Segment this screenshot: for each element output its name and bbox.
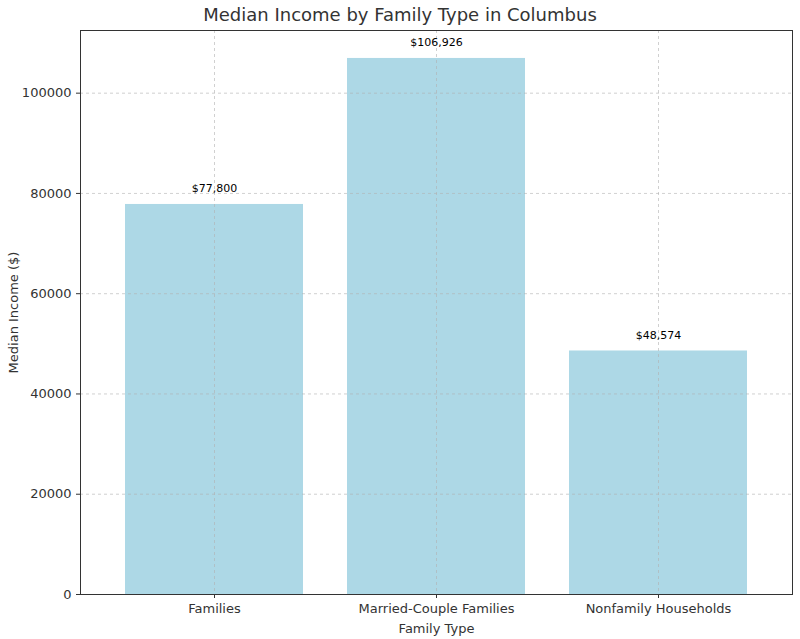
html-text:Median Income by Family Type i: Median Income by Family Type in Columbus [203,4,597,25]
svg-text:60000: 60000 [30,286,71,301]
svg-text:Family Type: Family Type [399,621,475,636]
svg-text:100000: 100000 [22,85,72,100]
svg-text:$106,926: $106,926 [410,36,463,49]
svg-text:Married-Couple Families: Married-Couple Families [359,601,515,616]
svg-text:Median Income ($): Median Income ($) [6,252,21,374]
svg-text:20000: 20000 [30,486,71,501]
svg-text:Nonfamily Households: Nonfamily Households [586,601,732,616]
svg-text:0: 0 [63,587,71,602]
svg-text:40000: 40000 [30,386,71,401]
svg-text:$77,800: $77,800 [192,182,238,195]
svg-text:Families: Families [188,601,241,616]
svg-text:80000: 80000 [30,186,71,201]
svg-text:$48,574: $48,574 [636,329,682,342]
